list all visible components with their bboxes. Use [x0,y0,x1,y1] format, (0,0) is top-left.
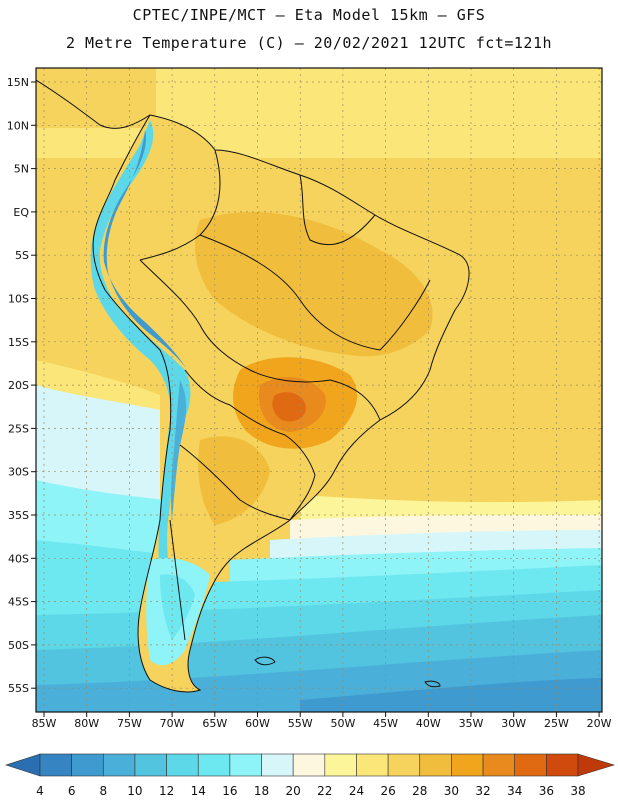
lon-label: 20W [587,717,612,730]
lon-label: 75W [117,717,142,730]
colorbar-swatch [546,753,579,777]
lon-label: 80W [74,717,99,730]
colorbar-swatch [166,753,199,777]
colorbar-swatch [514,753,547,777]
lat-label: 55S [8,682,29,695]
lat-label: 5N [14,163,29,176]
lon-label: 40W [416,717,441,730]
colorbar-swatch [197,753,231,777]
colorbar-swatch [102,753,136,777]
lon-label: 50W [330,717,355,730]
title-line-2: 2 Metre Temperature (C) – 20/02/2021 12U… [65,34,553,52]
colorbar-tick-label: 16 [222,784,237,798]
colorbar-tick-label: 10 [127,784,142,798]
colorbar-tick-label: 8 [99,784,107,798]
latitude-labels: 15N 10N 5N EQ 5S 10S 15S 20S 25S 30S 35S 40S 45S 50S 5… [7,76,36,695]
lon-label: 35W [459,717,484,730]
lat-label: 20S [8,379,29,392]
colorbar-tick-label: 18 [254,784,269,798]
lon-label: 65W [202,717,227,730]
colorbar-tick-label: 22 [317,784,332,798]
colorbar-tick-label: 34 [507,784,522,798]
colorbar-swatch [71,753,104,777]
colorbar-tick-label: 36 [539,784,554,798]
lat-label: 10N [7,119,29,132]
lat-label: 5S [15,249,29,262]
lon-label: 55W [288,717,313,730]
lat-lon-grid [36,68,602,712]
lat-label: 40S [8,552,29,565]
lat-label: 25S [8,422,29,435]
colorbar-swatch [292,753,326,777]
colorbar-tick-label: 4 [36,784,44,798]
colorbar-swatch [324,753,357,777]
colorbar-tick-label: 12 [159,784,174,798]
colorbar: 4 6 8 10 12 14 16 18 20 22 24 26 28 30 32 34 36 38 [5,753,616,798]
colorbar-tick-label: 32 [475,784,490,798]
lat-label: 35S [8,509,29,522]
colorbar-swatch [356,753,389,777]
colorbar-swatch [387,753,421,777]
coastlines-and-borders [36,79,470,693]
lon-label: 30W [501,717,526,730]
lat-label: 10S [8,293,29,306]
title-line-1: CPTEC/INPE/MCT – Eta Model 15km – GFS [132,6,486,24]
lat-label: 30S [8,466,29,479]
lon-label: 60W [245,717,270,730]
lat-label: 50S [8,639,29,652]
colorbar-swatch [39,753,72,777]
colorbar-swatch [261,753,294,777]
colorbar-left-arrow [5,753,41,777]
colorbar-right-arrow [577,753,616,777]
lat-label: EQ [13,206,29,219]
lon-label: 25W [544,717,569,730]
colorbar-swatch [419,753,452,777]
colorbar-swatch [451,753,484,777]
colorbar-tick-label: 30 [444,784,459,798]
longitude-labels: 85W 80W 75W 70W 65W 60W 55W 50W 45W 40W 35W 30W 25W 2… [32,712,612,730]
colorbar-tick-label: 6 [68,784,76,798]
lat-label: 15N [7,76,29,89]
colorbar-swatch [134,753,167,777]
colorbar-tick-label: 28 [412,784,427,798]
colorbar-tick-label: 14 [191,784,206,798]
colorbar-tick-label: 20 [286,784,301,798]
map-frame [35,67,603,713]
lat-label: 15S [8,336,29,349]
lon-label: 70W [160,717,185,730]
map-field [36,68,602,712]
lat-label: 45S [8,596,29,609]
lon-label: 85W [32,717,57,730]
colorbar-tick-label: 26 [380,784,395,798]
colorbar-tick-label: 24 [349,784,364,798]
lon-label: 45W [373,717,398,730]
colorbar-swatch [229,753,262,777]
colorbar-tick-label: 38 [570,784,585,798]
colorbar-swatch [482,753,516,777]
